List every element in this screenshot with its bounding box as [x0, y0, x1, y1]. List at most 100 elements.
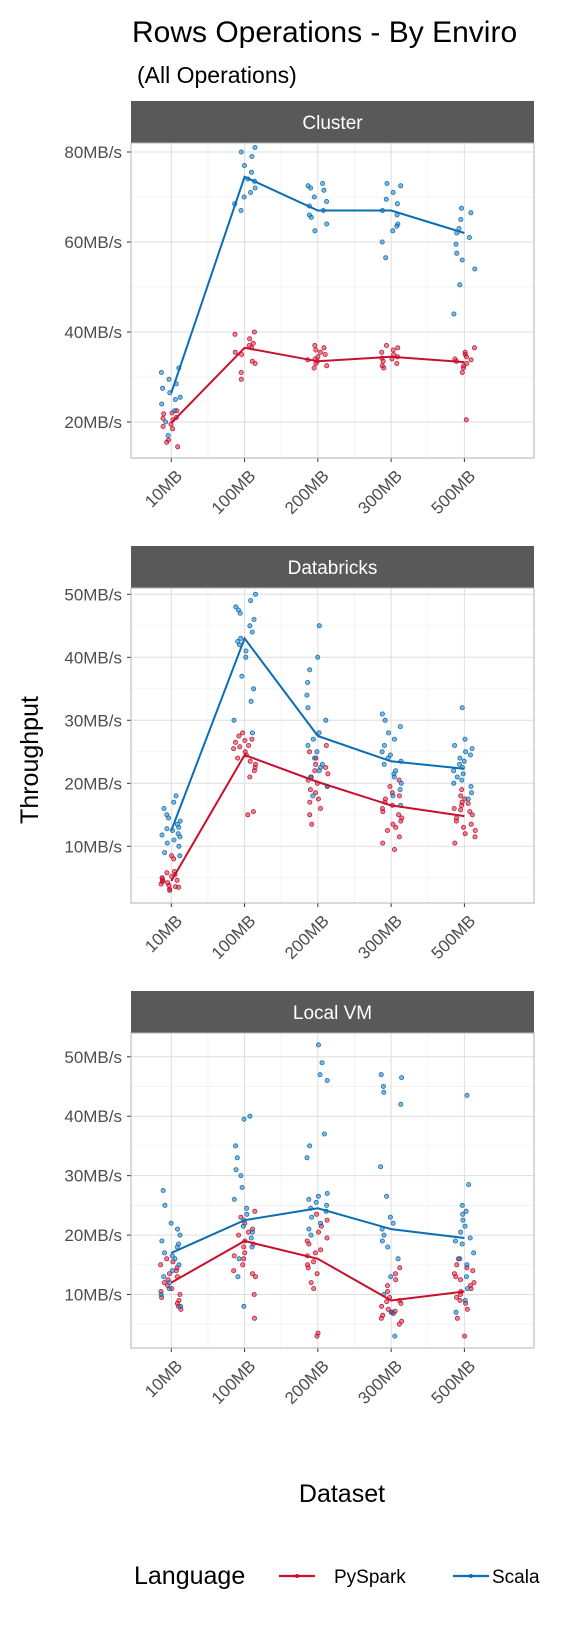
data-point: [471, 1250, 477, 1256]
data-point: [459, 369, 465, 375]
data-point: [387, 752, 393, 758]
data-point: [394, 201, 400, 207]
data-point: [251, 329, 257, 335]
data-point: [175, 831, 181, 837]
data-point: [398, 183, 404, 189]
data-point: [249, 1229, 255, 1235]
data-point: [324, 1078, 330, 1084]
data-point: [313, 347, 319, 353]
data-point: [317, 806, 323, 812]
data-point: [395, 1256, 401, 1262]
data-point: [318, 1220, 324, 1226]
data-point: [472, 266, 478, 272]
data-point: [306, 1196, 312, 1202]
legend-label-scala: Scala: [492, 1567, 540, 1588]
series-pyspark-mean-line: [170, 346, 465, 424]
series-pyspark-mean-line: [170, 1239, 465, 1302]
data-point: [468, 357, 474, 363]
data-point: [248, 189, 254, 195]
facet-panel-cluster: Cluster 20MB/s 40MB/s 60MB/s 80MB/s 10MB 100MB…: [64, 101, 535, 518]
data-point: [322, 351, 328, 357]
data-point: [379, 239, 385, 245]
data-point: [385, 730, 391, 736]
data-point: [384, 828, 390, 834]
y-tick-label: 50MB/s: [64, 1048, 122, 1067]
data-point: [460, 1217, 466, 1223]
data-point: [158, 1262, 164, 1268]
x-tick-label: 100MB: [208, 911, 260, 963]
data-point: [317, 1072, 323, 1078]
data-point: [468, 790, 474, 796]
data-point: [379, 749, 385, 755]
data-point: [324, 198, 330, 204]
data-point: [237, 744, 243, 750]
data-point: [238, 149, 244, 155]
data-point: [325, 771, 331, 777]
data-point: [313, 761, 319, 767]
data-point: [309, 1214, 315, 1220]
data-point: [241, 1303, 247, 1309]
series-scala-mean-line: [170, 1207, 465, 1254]
data-point: [244, 1211, 250, 1217]
data-point: [311, 365, 317, 371]
data-point: [467, 1283, 473, 1289]
data-point: [453, 1309, 459, 1315]
x-tick-label: 200MB: [281, 1356, 333, 1408]
legend-label-pyspark: PySpark: [334, 1567, 406, 1588]
x-tick-label: 10MB: [141, 466, 186, 511]
data-point: [172, 408, 178, 414]
data-point: [312, 768, 318, 774]
data-point: [391, 771, 397, 777]
data-point: [460, 365, 466, 371]
data-point: [161, 1250, 167, 1256]
data-point: [324, 1202, 330, 1208]
data-point: [170, 426, 176, 432]
data-point: [165, 880, 171, 886]
data-point: [453, 815, 459, 821]
data-point: [236, 733, 242, 739]
data-point: [164, 870, 170, 876]
data-point: [311, 755, 317, 761]
data-point: [241, 194, 247, 200]
data-point: [390, 347, 396, 353]
data-point: [231, 746, 237, 752]
data-point: [313, 1199, 319, 1205]
data-point: [159, 832, 165, 838]
data-point: [160, 423, 166, 429]
facet-panels: Cluster 20MB/s 40MB/s 60MB/s 80MB/s 10MB 100MB…: [64, 101, 535, 1408]
data-point: [463, 749, 469, 755]
data-point: [245, 1229, 251, 1235]
data-point: [305, 183, 311, 189]
data-point: [176, 843, 182, 849]
data-point: [177, 1292, 183, 1298]
data-point: [395, 345, 401, 351]
data-point: [238, 376, 244, 382]
data-point: [245, 812, 251, 818]
data-point: [174, 877, 180, 883]
data-point: [467, 809, 473, 815]
data-point: [164, 439, 170, 445]
data-point: [238, 1173, 244, 1179]
data-point: [173, 793, 179, 799]
data-point: [458, 807, 464, 813]
data-point: [459, 257, 465, 263]
data-point: [391, 847, 397, 853]
data-point: [178, 1303, 184, 1309]
data-point: [305, 680, 311, 686]
data-point: [452, 840, 458, 846]
data-point: [233, 1143, 239, 1149]
data-point: [379, 1303, 385, 1309]
data-point: [249, 1244, 255, 1250]
y-axis-title: Throughput: [16, 696, 44, 824]
data-point: [461, 758, 467, 764]
facet-strip-label: Cluster: [302, 113, 363, 134]
legend-title: Language: [134, 1562, 245, 1590]
y-tick-label: 20MB/s: [64, 774, 122, 793]
data-point: [397, 787, 403, 793]
data-point: [390, 1220, 396, 1226]
data-point: [462, 1223, 468, 1229]
data-point: [397, 724, 403, 730]
data-point: [457, 1256, 463, 1262]
data-point: [160, 1188, 166, 1194]
